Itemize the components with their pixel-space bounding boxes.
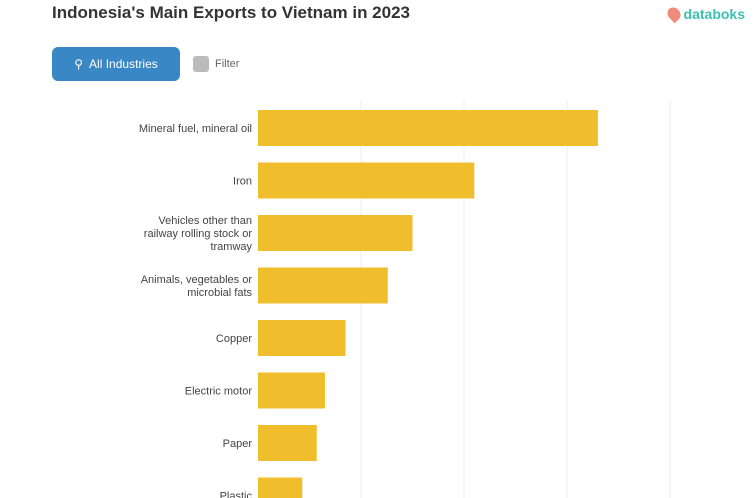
category-label: Copper <box>216 333 252 345</box>
chart-title: Indonesia's Main Exports to Vietnam in 2… <box>52 3 410 22</box>
databoks-logo[interactable]: databoks <box>664 4 745 24</box>
industry-filter-button[interactable]: ⚲ All Industries <box>52 47 180 81</box>
filter-icon: ⚲ <box>74 57 84 71</box>
bar[interactable] <box>258 425 317 461</box>
bar[interactable] <box>258 162 475 199</box>
category-label: Paper <box>223 438 253 450</box>
button-label: All Industries <box>89 57 158 71</box>
category-label: Electric motor <box>185 386 253 398</box>
bar[interactable] <box>258 372 325 409</box>
bar[interactable] <box>258 215 413 251</box>
category-label: Animals, vegetables or microbial fats <box>141 274 253 299</box>
logo-text: databoks <box>683 6 745 22</box>
secondary-button[interactable]: Filter <box>193 50 239 78</box>
bar[interactable] <box>258 110 598 146</box>
category-label: Plastic <box>220 491 253 498</box>
category-label: Vehicles other than railway rolling stock… <box>144 215 253 253</box>
category-label: Mineral fuel, mineral oil <box>139 123 252 135</box>
bar[interactable] <box>258 477 303 498</box>
category-label: Iron <box>233 176 252 188</box>
bar[interactable] <box>258 320 346 356</box>
button-label: Filter <box>215 58 240 70</box>
bar[interactable] <box>258 267 388 304</box>
table-icon <box>193 56 209 72</box>
